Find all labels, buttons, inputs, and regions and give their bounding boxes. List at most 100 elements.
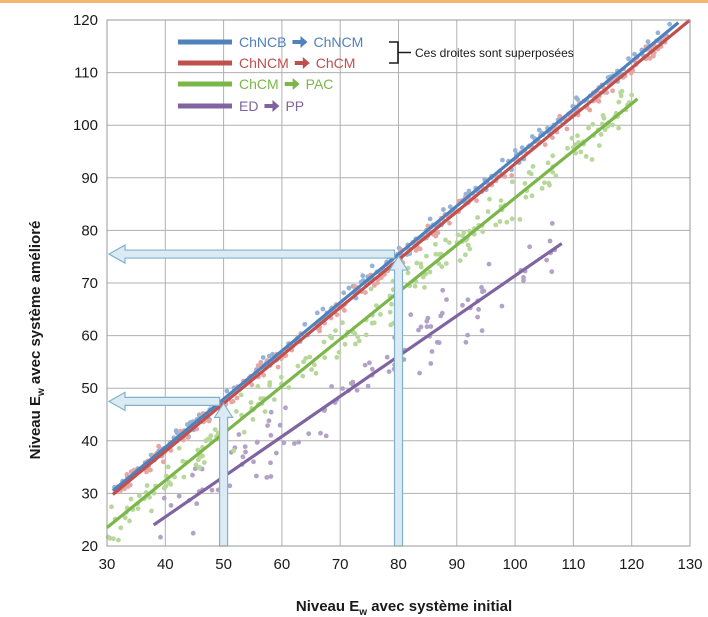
vertical-arrow — [388, 254, 409, 547]
scatter-point — [128, 496, 134, 502]
scatter-point — [465, 332, 470, 338]
scatter-point — [493, 222, 499, 228]
scatter-point — [427, 216, 433, 222]
scatter-point — [629, 92, 635, 98]
scatter-point — [461, 230, 467, 235]
scatter-point — [467, 246, 473, 252]
legend-arrow-icon — [284, 78, 300, 90]
scatter-point — [148, 467, 153, 473]
scatter-point — [161, 495, 167, 501]
scatter-point — [446, 240, 452, 246]
scatter-point — [545, 160, 551, 166]
horizontal-arrow — [107, 244, 396, 265]
scatter-point — [254, 440, 260, 445]
y-tick-label: 40 — [81, 433, 98, 450]
x-tick-label: 120 — [619, 556, 644, 573]
scatter-point — [309, 367, 314, 372]
scatter-point — [342, 341, 348, 347]
scatter-point — [586, 125, 591, 131]
regression-line — [105, 97, 639, 529]
scatter-point — [509, 216, 515, 222]
scatter-point — [600, 113, 606, 118]
scatter-point — [208, 433, 214, 439]
scatter-point — [465, 297, 471, 303]
scatter-point — [526, 170, 532, 175]
y-tick-label: 30 — [81, 485, 98, 502]
scatter-point — [444, 297, 449, 302]
scatter-point — [363, 332, 369, 338]
y-tick-label: 60 — [81, 328, 98, 345]
scatter-point — [598, 132, 604, 137]
x-tick-labels: 30 40 50 60 70 80 90 100 110 120 130 — [99, 556, 703, 573]
scatter-point — [266, 353, 272, 359]
scatter-point — [550, 169, 556, 175]
legend-label-to: ChNCM — [313, 34, 363, 50]
scatter-point — [212, 427, 218, 432]
scatter-point — [273, 450, 279, 456]
scatter-point — [422, 285, 427, 290]
scatter-point — [596, 143, 602, 149]
scatter-point — [122, 515, 128, 521]
scatter-point — [434, 339, 440, 345]
y-tick-label: 50 — [81, 380, 98, 397]
scatter-point — [321, 339, 327, 345]
x-tick-label: 80 — [390, 556, 407, 573]
scatter-point — [161, 485, 167, 491]
scatter-point — [417, 370, 422, 376]
scatter-point — [523, 194, 529, 200]
scatter-point — [512, 148, 518, 153]
scatter-point — [300, 373, 306, 379]
scatter-point — [255, 384, 261, 389]
scatter-point — [314, 310, 320, 316]
scatter-point — [160, 459, 166, 465]
scatter-point — [234, 409, 239, 414]
scatter-point — [372, 283, 377, 288]
scatter-point — [650, 52, 656, 58]
scatter-point — [583, 154, 589, 159]
scatter-point — [549, 221, 555, 226]
scatter-point — [360, 273, 366, 279]
scatter-point — [258, 359, 264, 365]
scatter-point — [176, 493, 182, 499]
scatter-point — [427, 269, 433, 275]
scatter-point — [457, 258, 463, 263]
scatter-point — [384, 354, 390, 360]
scatter-point — [413, 248, 419, 253]
scatter-point — [616, 99, 622, 105]
x-axis-title: Niveau Ew avec système initial — [296, 598, 512, 617]
scatter-point — [527, 244, 532, 250]
scatter-point — [203, 438, 209, 444]
scatter-point — [438, 313, 444, 319]
scatter-point — [368, 286, 374, 292]
scatter-point — [509, 179, 515, 185]
scatter-point — [389, 301, 394, 307]
scatter-point — [243, 449, 248, 455]
scatter-point — [417, 246, 423, 252]
scatter-point — [365, 383, 371, 389]
scatter-point — [260, 355, 266, 360]
scatter-point — [444, 261, 449, 266]
scatter-point — [565, 145, 570, 151]
scatter-point — [268, 432, 274, 438]
scatter-point — [439, 264, 445, 270]
scatter-point — [206, 418, 212, 424]
scatter-point — [168, 503, 174, 508]
x-tick-label: 90 — [448, 556, 465, 573]
scatter-point — [564, 126, 570, 132]
scatter-point — [251, 459, 256, 465]
x-tick-label: 60 — [274, 556, 291, 573]
y-tick-labels: 20 30 40 50 60 70 80 90 100 110 120 — [73, 12, 98, 555]
scatter-point — [227, 483, 233, 489]
y-axis-title: Niveau Ew avec système amélioré — [27, 221, 47, 460]
scatter-point — [118, 525, 124, 531]
scatter-point — [485, 209, 491, 215]
scatter-point — [367, 360, 372, 366]
scatter-point — [363, 290, 368, 295]
legend-label-to: ChCM — [316, 55, 356, 71]
scatter-point — [271, 397, 277, 402]
scatter-point — [201, 460, 207, 465]
scatter-point — [465, 242, 471, 248]
scatter-point — [428, 324, 434, 329]
scatter-point — [165, 464, 171, 470]
